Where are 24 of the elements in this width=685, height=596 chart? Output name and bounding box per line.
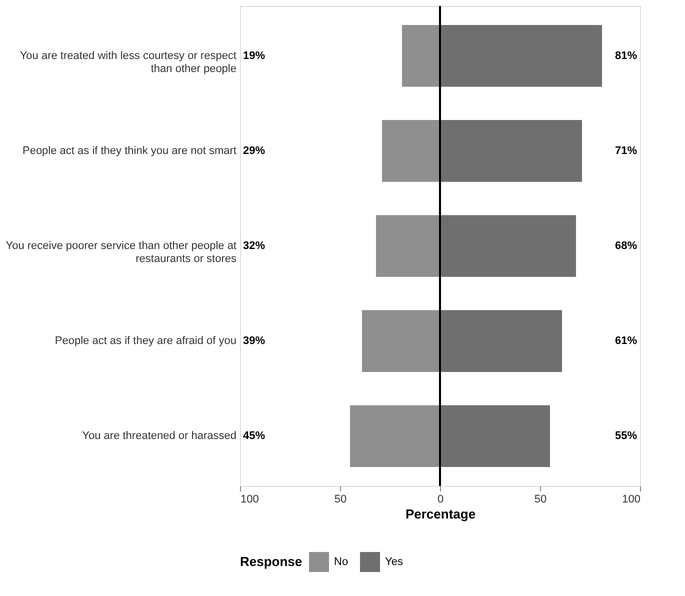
y-tick-label: You are treated with less courtesy or respect than other people <box>20 50 236 75</box>
legend-label: No <box>334 556 348 568</box>
data-label: 71% <box>614 144 638 157</box>
y-tick-label: People act as if they are afraid of you <box>54 335 236 348</box>
data-label: 68% <box>614 240 638 252</box>
legend-label: Yes <box>385 556 404 568</box>
y-tick-label: You receive poorer service than other people at restaurants or stores <box>6 240 237 265</box>
y-tick-label: You are threatened or harassed <box>82 430 236 442</box>
y-tick-label: People act as if they think you are not smart <box>22 144 236 157</box>
data-label: 39% <box>243 335 266 348</box>
x-tick-label: 100 <box>622 494 640 506</box>
data-label: 45% <box>243 430 266 442</box>
x-tick-label: 0 <box>437 494 444 506</box>
data-label: 55% <box>614 430 638 442</box>
data-label: 29% <box>243 144 266 157</box>
data-label: 32% <box>243 240 266 252</box>
legend-title: Response <box>240 554 302 569</box>
data-label: 61% <box>614 335 638 348</box>
x-tick-label: 100 <box>240 494 259 506</box>
data-label: 81% <box>614 50 638 62</box>
x-tick-label: 50 <box>334 494 347 506</box>
x-axis-title: Percentage <box>405 506 476 522</box>
x-tick-label: 50 <box>534 494 547 506</box>
data-label: 19% <box>243 50 266 62</box>
